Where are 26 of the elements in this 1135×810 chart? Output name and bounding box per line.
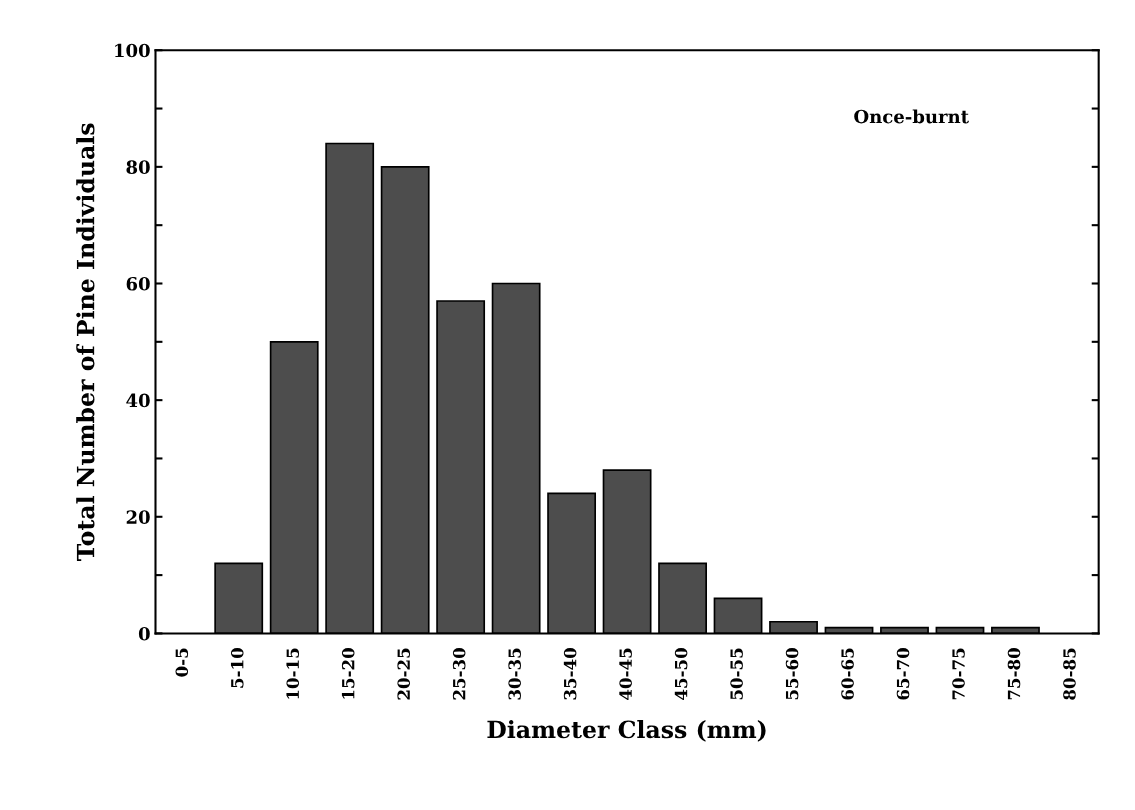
x-tick-label: 80-85: [1063, 648, 1076, 700]
y-tick-label: 100: [115, 43, 150, 58]
x-axis-title: Diameter Class (mm): [487, 720, 766, 742]
x-tick-label: 45-50: [674, 648, 688, 700]
x-tick-label: 60-65: [841, 648, 854, 700]
y-tick-label: 60: [126, 276, 150, 291]
x-tick-label: 5-10: [230, 648, 244, 688]
x-tick-label: 30-35: [508, 648, 521, 700]
y-tick-label: 40: [126, 393, 150, 408]
y-tick-label: 0: [138, 626, 150, 641]
x-tick-label: 40-45: [619, 648, 632, 700]
y-tick-label: 20: [126, 510, 150, 524]
x-tick-label: 35-40: [563, 648, 577, 700]
x-tick-label: 20-25: [397, 648, 410, 700]
y-tick-label: 80: [126, 160, 150, 174]
y-axis-title: Total Number of Pine Individuals: [76, 123, 95, 561]
x-tick-label: 65-70: [896, 648, 910, 700]
annotation: Once-burnt: [854, 109, 969, 124]
x-tick-label: 55-60: [785, 648, 799, 700]
x-tick-label: 50-55: [730, 648, 743, 700]
x-tick-label: 10-15: [286, 648, 300, 699]
x-tick-label: 25-30: [452, 648, 466, 700]
x-tick-label: 70-75: [952, 648, 965, 700]
x-tick-label: 0-5: [175, 648, 189, 677]
x-tick-label: 75-80: [1007, 648, 1021, 700]
x-tick-label: 15-20: [341, 648, 355, 699]
